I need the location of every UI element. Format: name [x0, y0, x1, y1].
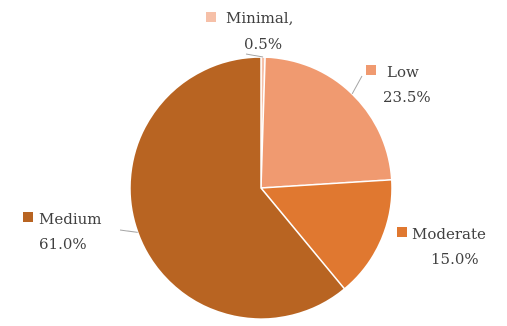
legend-key-minimal [206, 12, 216, 22]
pie-slice-low [260, 56, 393, 189]
leader-lines [119, 53, 363, 233]
legend-key-medium [23, 212, 33, 222]
slice-value-low: 23.5% [383, 88, 431, 106]
label-moderate: Moderate 15.0% [397, 225, 486, 268]
leader-line-low [351, 75, 363, 95]
label-low: Low 23.5% [366, 63, 431, 106]
slice-name-low: Low [387, 63, 419, 81]
pie-slice-moderate [259, 178, 393, 290]
label-medium: Medium 61.0% [23, 210, 102, 253]
legend-key-moderate [397, 227, 407, 237]
pie-slice-medium [129, 56, 346, 320]
pie-slices [129, 56, 393, 320]
slice-value-medium: 61.0% [39, 235, 87, 253]
slice-value-minimal: 0.5% [244, 35, 282, 53]
label-minimal: Minimal, 0.5% [206, 9, 293, 53]
legend-key-low [366, 65, 376, 75]
slice-name-moderate: Moderate [412, 225, 486, 243]
leader-line-medium [119, 229, 138, 233]
leader-line-minimal [245, 53, 264, 58]
slice-name-medium: Medium [39, 210, 102, 228]
slice-name-minimal: Minimal, [226, 9, 293, 27]
slice-value-moderate: 15.0% [431, 250, 479, 268]
